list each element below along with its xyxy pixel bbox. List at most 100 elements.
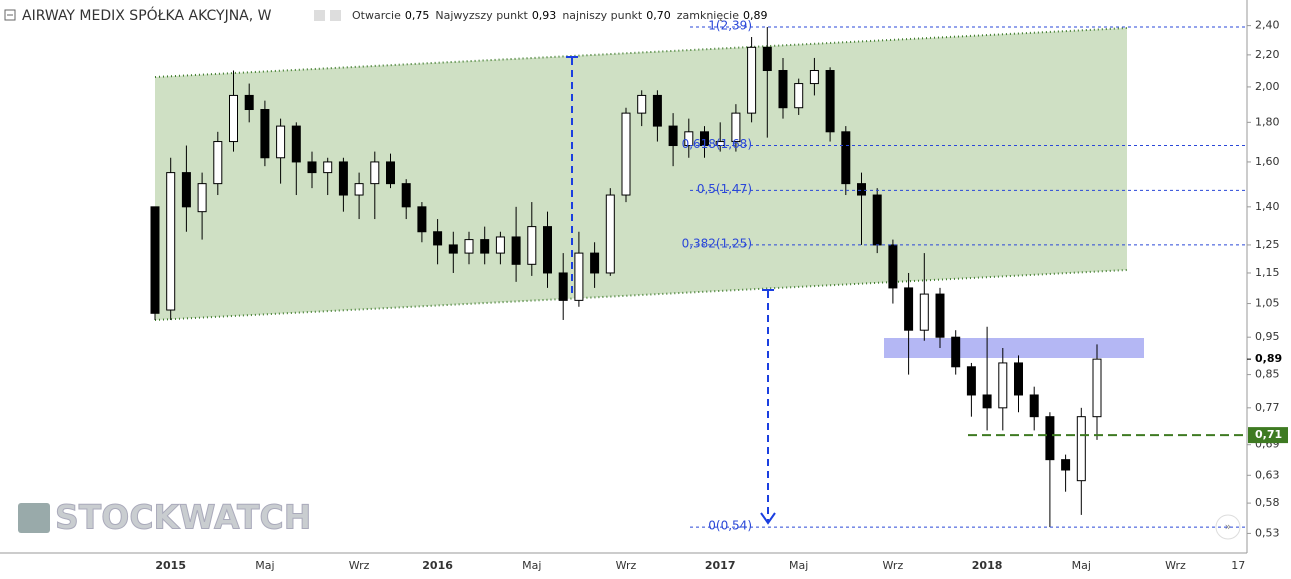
collapse-icon[interactable] — [4, 9, 16, 21]
x-tick-label: Maj — [255, 559, 274, 572]
candle-body — [338, 161, 348, 196]
ohlc-label: Otwarcie — [352, 9, 401, 22]
candle-body — [872, 194, 882, 246]
resistance-zone — [884, 338, 1144, 358]
candle-body — [448, 244, 458, 254]
scroll-icon[interactable]: » — [1225, 520, 1232, 533]
ohlc-label: Najwyzszy punkt — [435, 9, 528, 22]
x-tick-label: Wrz — [349, 559, 370, 572]
symbol-title: AIRWAY MEDIX SPÓŁKA AKCYJNA, W — [22, 6, 272, 24]
last-price-label: 0,89 — [1255, 352, 1282, 365]
x-tick-label: 17 — [1231, 559, 1245, 572]
candle-body — [558, 272, 568, 301]
candle-body — [276, 125, 286, 159]
x-tick-label: Maj — [1072, 559, 1091, 572]
candle-body — [684, 131, 694, 147]
candle-body — [480, 239, 490, 254]
scroll-button[interactable] — [1215, 514, 1241, 540]
candle-body — [464, 239, 474, 254]
x-tick-label: 2017 — [705, 559, 736, 572]
candle-body — [1045, 416, 1055, 461]
x-tick-label: 2015 — [155, 559, 186, 572]
settings-icon[interactable] — [314, 10, 325, 21]
candle-body — [762, 46, 772, 72]
candle-body — [354, 183, 364, 196]
fib-label: 0,382(1,25) — [682, 236, 752, 250]
candle-body — [747, 46, 757, 114]
x-tick-label: 2016 — [422, 559, 453, 572]
candle-body — [244, 94, 254, 111]
x-tick-label: Wrz — [883, 559, 904, 572]
candle-body — [621, 112, 631, 196]
candle-body — [668, 125, 678, 147]
candle-body — [778, 70, 788, 109]
y-tick-label: 0,85 — [1255, 368, 1280, 381]
settings-icon[interactable] — [330, 10, 341, 21]
candle-body — [966, 366, 976, 396]
x-tick-label: Maj — [789, 559, 808, 572]
y-tick-label: 1,05 — [1255, 297, 1280, 310]
ohlc-value: 0,93 — [532, 9, 557, 22]
candle-body — [527, 226, 537, 265]
candle-body — [888, 244, 898, 289]
candle-body — [1029, 394, 1039, 418]
y-tick-label: 2,20 — [1255, 48, 1280, 61]
y-tick-label: 1,80 — [1255, 115, 1280, 128]
y-tick-label: 0,95 — [1255, 330, 1280, 343]
candle-body — [841, 131, 851, 185]
candle-body — [197, 183, 207, 213]
y-tick-label: 1,15 — [1255, 266, 1280, 279]
candle-body — [543, 226, 552, 274]
candle-body — [904, 287, 914, 331]
candle-body — [794, 83, 804, 109]
candle-body — [982, 394, 992, 409]
candle-body — [260, 109, 270, 159]
candle-body — [1014, 362, 1023, 396]
watermark: STOCKWATCH — [55, 498, 311, 537]
ohlc-label: najniszy punkt — [562, 9, 643, 22]
candle-body — [150, 206, 160, 314]
candle-body — [323, 161, 333, 174]
y-tick-label: 1,40 — [1255, 200, 1280, 213]
arrow-head — [760, 512, 776, 525]
x-tick-label: 2018 — [972, 559, 1003, 572]
y-tick-label: 0,58 — [1255, 496, 1280, 509]
candle-body — [809, 70, 819, 85]
candle-body — [637, 94, 647, 114]
candle-body — [951, 336, 961, 368]
y-tick-label: 1,60 — [1255, 155, 1280, 168]
fib-label: 0,618(1,68) — [682, 137, 752, 151]
y-tick-label: 1,25 — [1255, 238, 1280, 251]
candle-body — [386, 161, 395, 185]
x-tick-label: Wrz — [1165, 559, 1186, 572]
fib-label: 1(2,39) — [708, 19, 752, 33]
candle-body — [307, 161, 317, 174]
candle-body — [291, 125, 301, 163]
candle-body — [574, 252, 584, 301]
watermark-logo — [18, 503, 50, 533]
last-price-bg — [1248, 352, 1288, 367]
candle-body — [229, 94, 238, 143]
candle-body — [1076, 416, 1086, 482]
candle-body — [181, 172, 191, 208]
candle-body — [605, 194, 615, 274]
fib-label: 0(0,54) — [708, 519, 752, 533]
candle-body — [401, 183, 411, 208]
channel — [155, 28, 1127, 320]
candle-body — [857, 183, 866, 196]
candle-body — [825, 70, 835, 133]
candle-body — [731, 112, 741, 143]
candle-body — [919, 293, 929, 331]
candle-body — [495, 236, 505, 254]
candle-body — [1061, 459, 1071, 471]
candle-body — [433, 231, 443, 246]
candle-body — [998, 362, 1008, 409]
candle-body — [166, 172, 176, 311]
fib-label: 0,5(1,47) — [697, 182, 752, 196]
y-tick-label: 0,63 — [1255, 468, 1280, 481]
candle-body — [213, 141, 223, 185]
ohlc-value: 0,75 — [405, 9, 430, 22]
y-tick-label: 0,77 — [1255, 401, 1280, 414]
level-label: 0,71 — [1255, 428, 1282, 441]
